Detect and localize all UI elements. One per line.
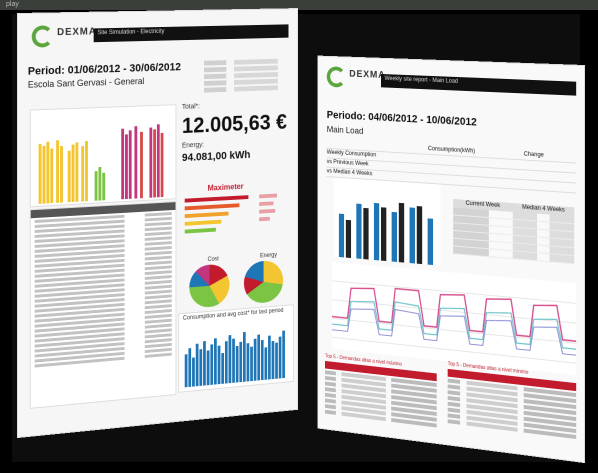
report-page-weekly: DEXMA Weekly site report - Main Load Per… (318, 56, 584, 463)
weekly-kpi-table: Current Week Median 4 Weeks (453, 198, 575, 271)
report-header-title: Weekly site report - Main Load (384, 76, 459, 85)
energy-value: 94.081,00 kWh (181, 149, 251, 165)
dexma-logo-weekly: DEXMA (326, 66, 386, 91)
logo-ring-icon (326, 66, 346, 88)
report-header-bar: Weekly site report - Main Load (380, 73, 577, 96)
energy-pie-chart (243, 259, 284, 305)
weekly-bar-chart (333, 177, 441, 266)
energy-label: Energy: (181, 141, 205, 150)
report-period: Period: 01/06/2012 - 30/06/2012 (27, 61, 181, 78)
report-page-electricity: DEXMA Site Simulation - Electricity Peri… (18, 9, 298, 438)
dexma-logo: DEXMA (31, 25, 97, 50)
consumption-chart: Consumption and avg cost* for last perio… (178, 304, 294, 393)
stage: DEXMA Site Simulation - Electricity Peri… (12, 9, 584, 463)
maximeter-bars (184, 193, 284, 247)
report-header-title: Site Simulation - Electricity (97, 28, 165, 37)
top-bar-text: play (6, 1, 19, 8)
cost-breakdown-table (29, 201, 177, 409)
maximeter-title: Maximeter (207, 182, 244, 193)
report-site: Escola Sant Gervasi - General (27, 76, 145, 90)
consumption-title: Consumption and avg cost* for last perio… (182, 307, 284, 322)
total-value: 12.005,63 € (181, 109, 287, 138)
daily-energy-chart (29, 104, 177, 208)
cost-pie-chart (189, 263, 230, 309)
total-label: Total*: (181, 103, 200, 111)
report-header-bar: Site Simulation - Electricity (93, 24, 289, 43)
top-bar: play (0, 0, 598, 10)
top-demand-table-2: Top 5 - Demandas altas a nivel mínimo (447, 361, 577, 455)
logo-text: DEXMA (57, 26, 97, 39)
report-meta-lines (203, 58, 278, 95)
report-site: Main Load (326, 124, 364, 136)
pie-label-cost: Cost (207, 256, 219, 263)
pie-label-energy: Energy (260, 252, 277, 260)
logo-ring-icon (31, 25, 54, 48)
top-demand-table-1: Top 5 - Demandas altas a nivel máximo (325, 353, 437, 437)
